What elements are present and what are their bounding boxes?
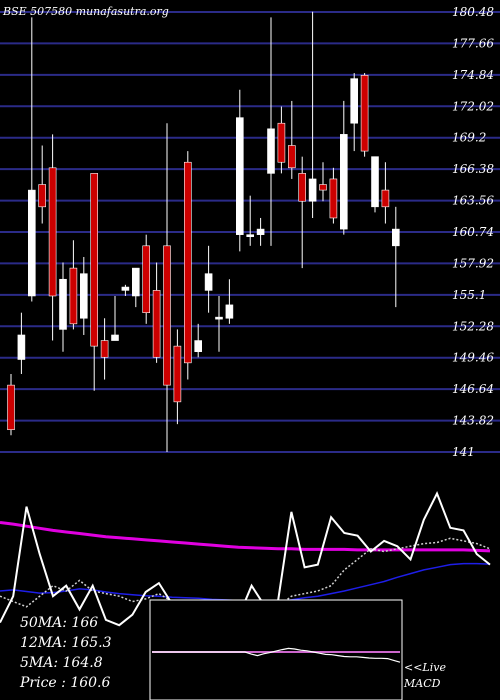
y-tick-label: 180.48 <box>452 5 494 19</box>
candle-up <box>225 304 234 319</box>
y-tick-label: 141 <box>452 445 475 459</box>
y-tick-label: 143.82 <box>452 414 494 428</box>
stat-5ma: 5MA: 164.8 <box>20 655 103 671</box>
candle-down <box>100 340 109 358</box>
candle-up <box>80 273 88 319</box>
series-50ma <box>0 521 491 553</box>
y-tick-label: 152.28 <box>452 319 494 333</box>
y-tick-label: 166.38 <box>452 162 494 176</box>
candle-down <box>48 167 57 297</box>
series-12ma <box>0 562 491 603</box>
y-tick-label: 155.1 <box>452 288 486 302</box>
candle-down <box>38 184 47 208</box>
candle-down <box>163 245 171 386</box>
macd-label: <<Live MACD <box>403 661 446 690</box>
y-tick-label: 157.92 <box>452 256 494 270</box>
stat-50ma: 50MA: 166 <box>20 615 98 631</box>
candle-down <box>360 75 369 152</box>
candle-up <box>339 134 348 230</box>
ma-readout: 50MA: 166 12MA: 165.3 5MA: 164.8 Price : 16… <box>19 615 112 691</box>
candle-down <box>7 384 15 431</box>
candles <box>7 11 400 452</box>
y-tick-label: 177.66 <box>452 36 494 50</box>
candle-up <box>350 78 359 124</box>
y-tick-label: 174.84 <box>452 68 494 82</box>
candle-down <box>184 161 192 364</box>
candle-down <box>287 145 296 169</box>
candle-up <box>132 267 140 297</box>
y-tick-label: 146.64 <box>452 382 494 396</box>
macd-lines <box>152 647 401 663</box>
candle-up <box>121 286 130 291</box>
candle-up <box>59 278 67 330</box>
candle-up <box>391 228 400 247</box>
candle-up <box>194 340 202 352</box>
y-tick-label: 169.2 <box>452 131 486 145</box>
y-axis-ticks: 180.48 177.66 174.84 172.02 169.2 166.38 163.5… <box>452 5 494 459</box>
candle-down <box>298 173 307 202</box>
candle-up <box>371 156 379 208</box>
candle-up <box>267 128 275 174</box>
candle-up <box>256 228 265 235</box>
macd-box <box>149 599 403 700</box>
candle-up <box>17 334 26 360</box>
stat-price: Price : 160.6 <box>19 675 111 691</box>
watermark: BSE 507580 munafasutra.org <box>2 5 169 18</box>
candle-down <box>152 290 161 358</box>
candle-up <box>236 117 244 235</box>
candle-up <box>215 316 223 320</box>
candle-down <box>319 184 327 191</box>
candle-down <box>277 122 286 163</box>
macd-line <box>152 647 401 663</box>
candle-up <box>308 178 317 202</box>
candle-down <box>381 189 390 208</box>
candle-up <box>27 189 36 297</box>
y-tick-label: 160.74 <box>452 225 494 239</box>
candle-down <box>173 345 182 403</box>
y-tick-label: 172.02 <box>452 99 494 113</box>
candle-down <box>142 245 150 313</box>
candle-up <box>204 273 213 291</box>
candle-down <box>69 267 78 325</box>
candle-down <box>90 173 98 347</box>
candle-down <box>329 178 338 219</box>
candle-up <box>246 234 254 237</box>
y-tick-label: 163.56 <box>452 194 494 208</box>
stat-12ma: 12MA: 165.3 <box>20 635 112 651</box>
candle-up <box>111 334 119 341</box>
y-tick-label: 149.46 <box>452 351 494 365</box>
